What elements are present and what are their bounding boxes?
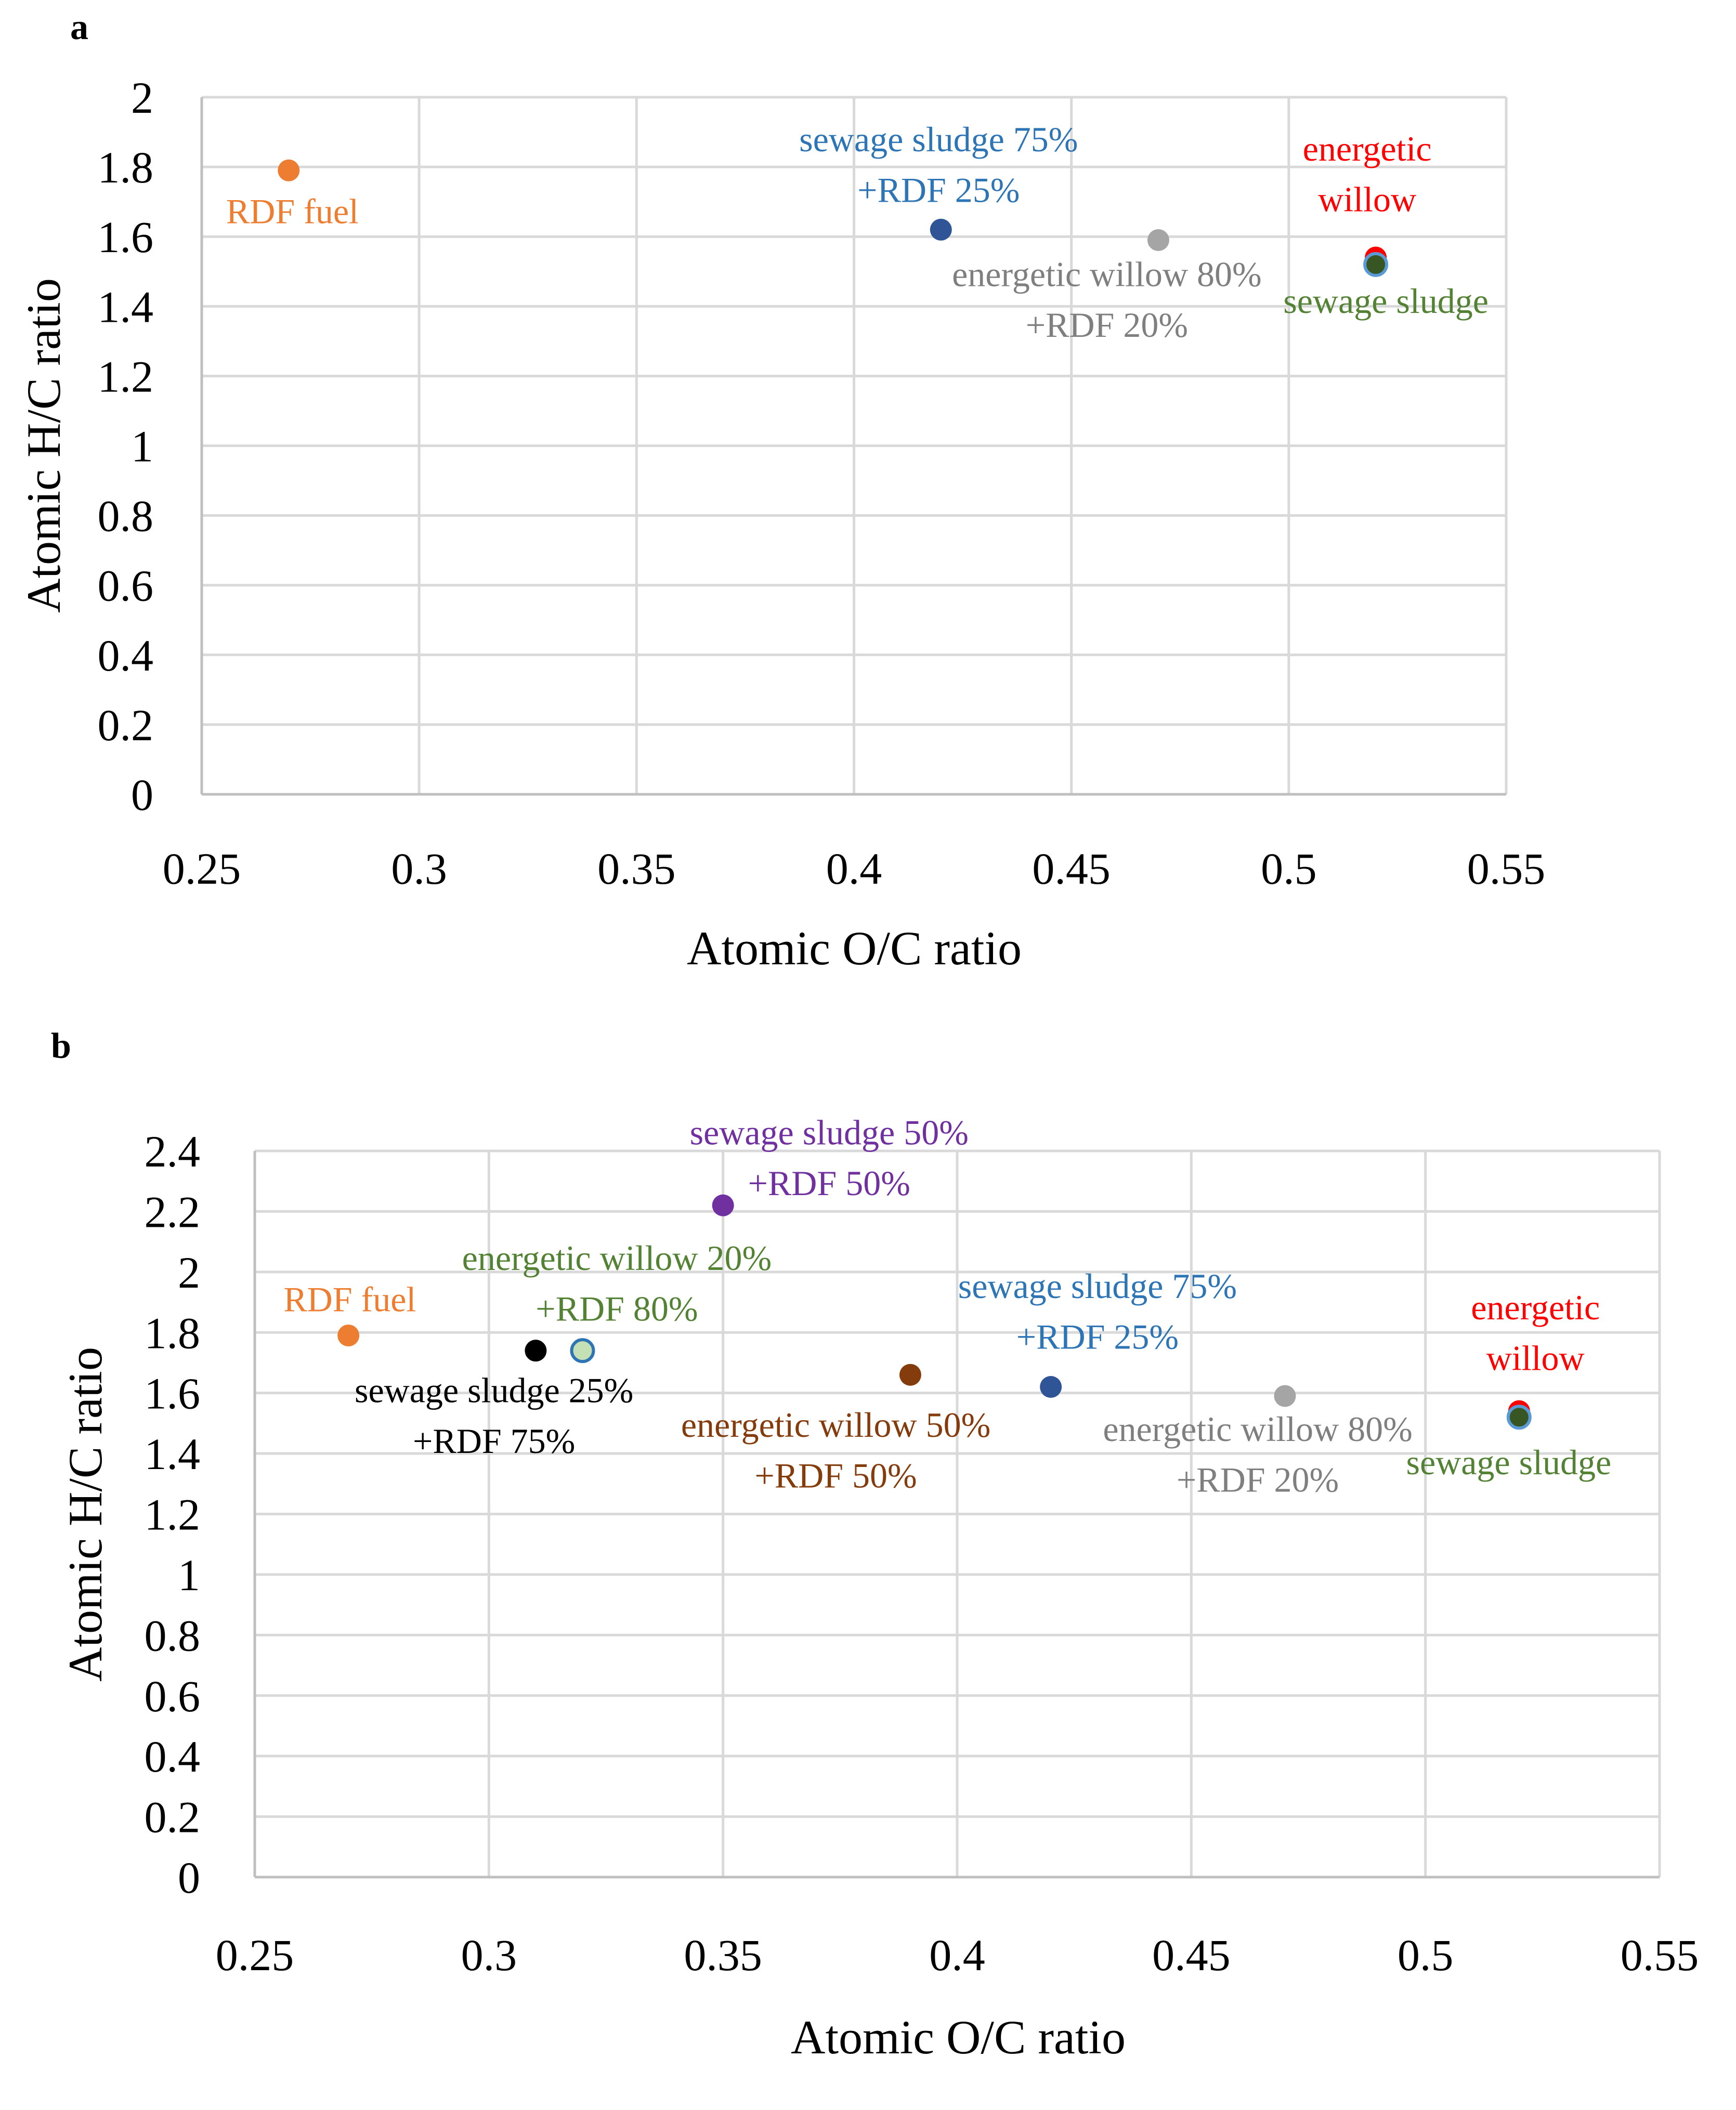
y-tick-label: 0	[178, 1853, 200, 1903]
data-point	[712, 1194, 734, 1216]
y-tick-label: 0.8	[145, 1610, 201, 1660]
data-point	[1040, 1376, 1062, 1398]
y-tick-label: 1	[131, 422, 153, 471]
panel-label-a: a	[70, 7, 88, 47]
data-label: energetic willow 80%	[952, 254, 1261, 294]
y-axis-title-b: Atomic H/C ratio	[59, 1347, 112, 1682]
data-point	[1363, 252, 1389, 277]
chart-a: a 0.25 0.3 0.35 0.4 0.45 0.5 0.55 0 0.2 0.4 0.6 0.8…	[17, 7, 1545, 975]
y-tick-label: 2.2	[145, 1187, 201, 1237]
data-label: RDF fuel	[226, 192, 359, 231]
x-tick-label: 0.3	[391, 844, 447, 894]
grid-b	[253, 1149, 1661, 1879]
data-label: +RDF 25%	[1016, 1317, 1179, 1357]
grid-a	[200, 96, 1508, 796]
data-label: energetic willow 50%	[681, 1405, 990, 1445]
data-label: +RDF 50%	[748, 1163, 910, 1203]
y-tick-label: 1.6	[145, 1369, 201, 1419]
y-tick-label: 0	[131, 770, 153, 820]
x-axis-title-b: Atomic O/C ratio	[791, 2011, 1126, 2064]
data-label: sewage sludge 50%	[690, 1113, 969, 1152]
x-tick-label: 0.25	[216, 1930, 294, 1980]
data-label: sewage sludge 75%	[799, 120, 1078, 159]
data-label: +RDF 50%	[754, 1456, 917, 1496]
y-axis-title-a: Atomic H/C ratio	[17, 278, 70, 613]
data-label: +RDF 75%	[413, 1421, 575, 1461]
data-label: willow	[1318, 180, 1416, 219]
ticks-b: 0.25 0.3 0.35 0.4 0.45 0.5 0.55 0 0.2 0.4 0.6 0.8 1 1…	[145, 1126, 1699, 1980]
data-label: +RDF 25%	[857, 171, 1020, 210]
x-tick-label: 0.45	[1152, 1930, 1231, 1980]
y-tick-label: 2.4	[145, 1126, 201, 1176]
data-label: +RDF 20%	[1026, 305, 1188, 345]
x-tick-label: 0.25	[163, 844, 241, 894]
y-tick-label: 1.8	[145, 1308, 201, 1358]
y-tick-label: 0.6	[98, 561, 154, 611]
x-tick-label: 0.5	[1261, 844, 1317, 894]
data-label: sewage sludge 25%	[355, 1370, 633, 1410]
y-tick-label: 0.4	[98, 631, 154, 680]
x-tick-label: 0.4	[826, 844, 882, 894]
x-tick-label: 0.35	[597, 844, 676, 894]
y-tick-label: 0.2	[145, 1792, 201, 1842]
x-tick-label: 0.45	[1032, 844, 1111, 894]
y-tick-label: 1.2	[98, 351, 154, 401]
data-point	[1147, 229, 1169, 251]
y-tick-label: 1.2	[145, 1490, 201, 1540]
y-tick-label: 0.4	[145, 1732, 201, 1781]
y-tick-label: 2	[178, 1248, 200, 1298]
data-label: +RDF 80%	[536, 1289, 698, 1329]
data-point	[525, 1340, 547, 1362]
data-label: RDF fuel	[283, 1280, 416, 1319]
y-tick-label: 0.8	[98, 491, 154, 541]
y-tick-label: 2	[131, 73, 153, 123]
data-label: willow	[1486, 1339, 1585, 1378]
y-tick-label: 1.8	[98, 142, 154, 192]
x-tick-label: 0.35	[684, 1930, 762, 1980]
x-axis-title-a: Atomic O/C ratio	[687, 922, 1022, 975]
y-tick-label: 1.6	[98, 212, 154, 262]
data-point	[337, 1325, 360, 1347]
y-tick-label: 1.4	[145, 1429, 201, 1479]
data-point	[570, 1338, 595, 1364]
x-tick-label: 0.4	[929, 1930, 985, 1980]
data-point	[278, 159, 300, 181]
x-tick-label: 0.5	[1398, 1930, 1454, 1980]
data-label: energetic	[1303, 129, 1432, 168]
points-b: sewage sludge 50% +RDF 50% energetic willo…	[283, 1113, 1611, 1500]
panel-label-b: b	[51, 1026, 71, 1066]
data-label: energetic	[1471, 1288, 1600, 1327]
data-label: sewage sludge	[1406, 1443, 1612, 1482]
x-tick-label: 0.55	[1467, 844, 1546, 894]
y-tick-label: 1	[178, 1550, 200, 1600]
data-point	[1506, 1405, 1532, 1430]
x-tick-label: 0.3	[461, 1930, 517, 1980]
data-label: sewage sludge	[1283, 281, 1489, 321]
ticks-a: 0.25 0.3 0.35 0.4 0.45 0.5 0.55 0 0.2 0.4 0.6 0.8 1 1…	[98, 73, 1546, 894]
y-tick-label: 1.4	[98, 282, 154, 332]
data-point	[1274, 1385, 1296, 1407]
data-point	[930, 218, 952, 241]
points-a: RDF fuel sewage sludge 75% +RDF 25% energet…	[226, 120, 1489, 345]
data-label: +RDF 20%	[1177, 1460, 1339, 1499]
data-label: energetic willow 20%	[462, 1238, 772, 1278]
data-label: sewage sludge 75%	[958, 1266, 1237, 1306]
x-tick-label: 0.55	[1621, 1930, 1699, 1980]
y-tick-label: 0.2	[98, 700, 154, 750]
chart-b: b 0.25 0.3 0.35 0.4 0.45 0.5 0.55 0 0.2 0.4 0.6 0.8…	[51, 1026, 1699, 2064]
data-label: energetic willow 80%	[1103, 1409, 1412, 1449]
data-point	[899, 1364, 921, 1386]
y-tick-label: 0.6	[145, 1671, 201, 1721]
